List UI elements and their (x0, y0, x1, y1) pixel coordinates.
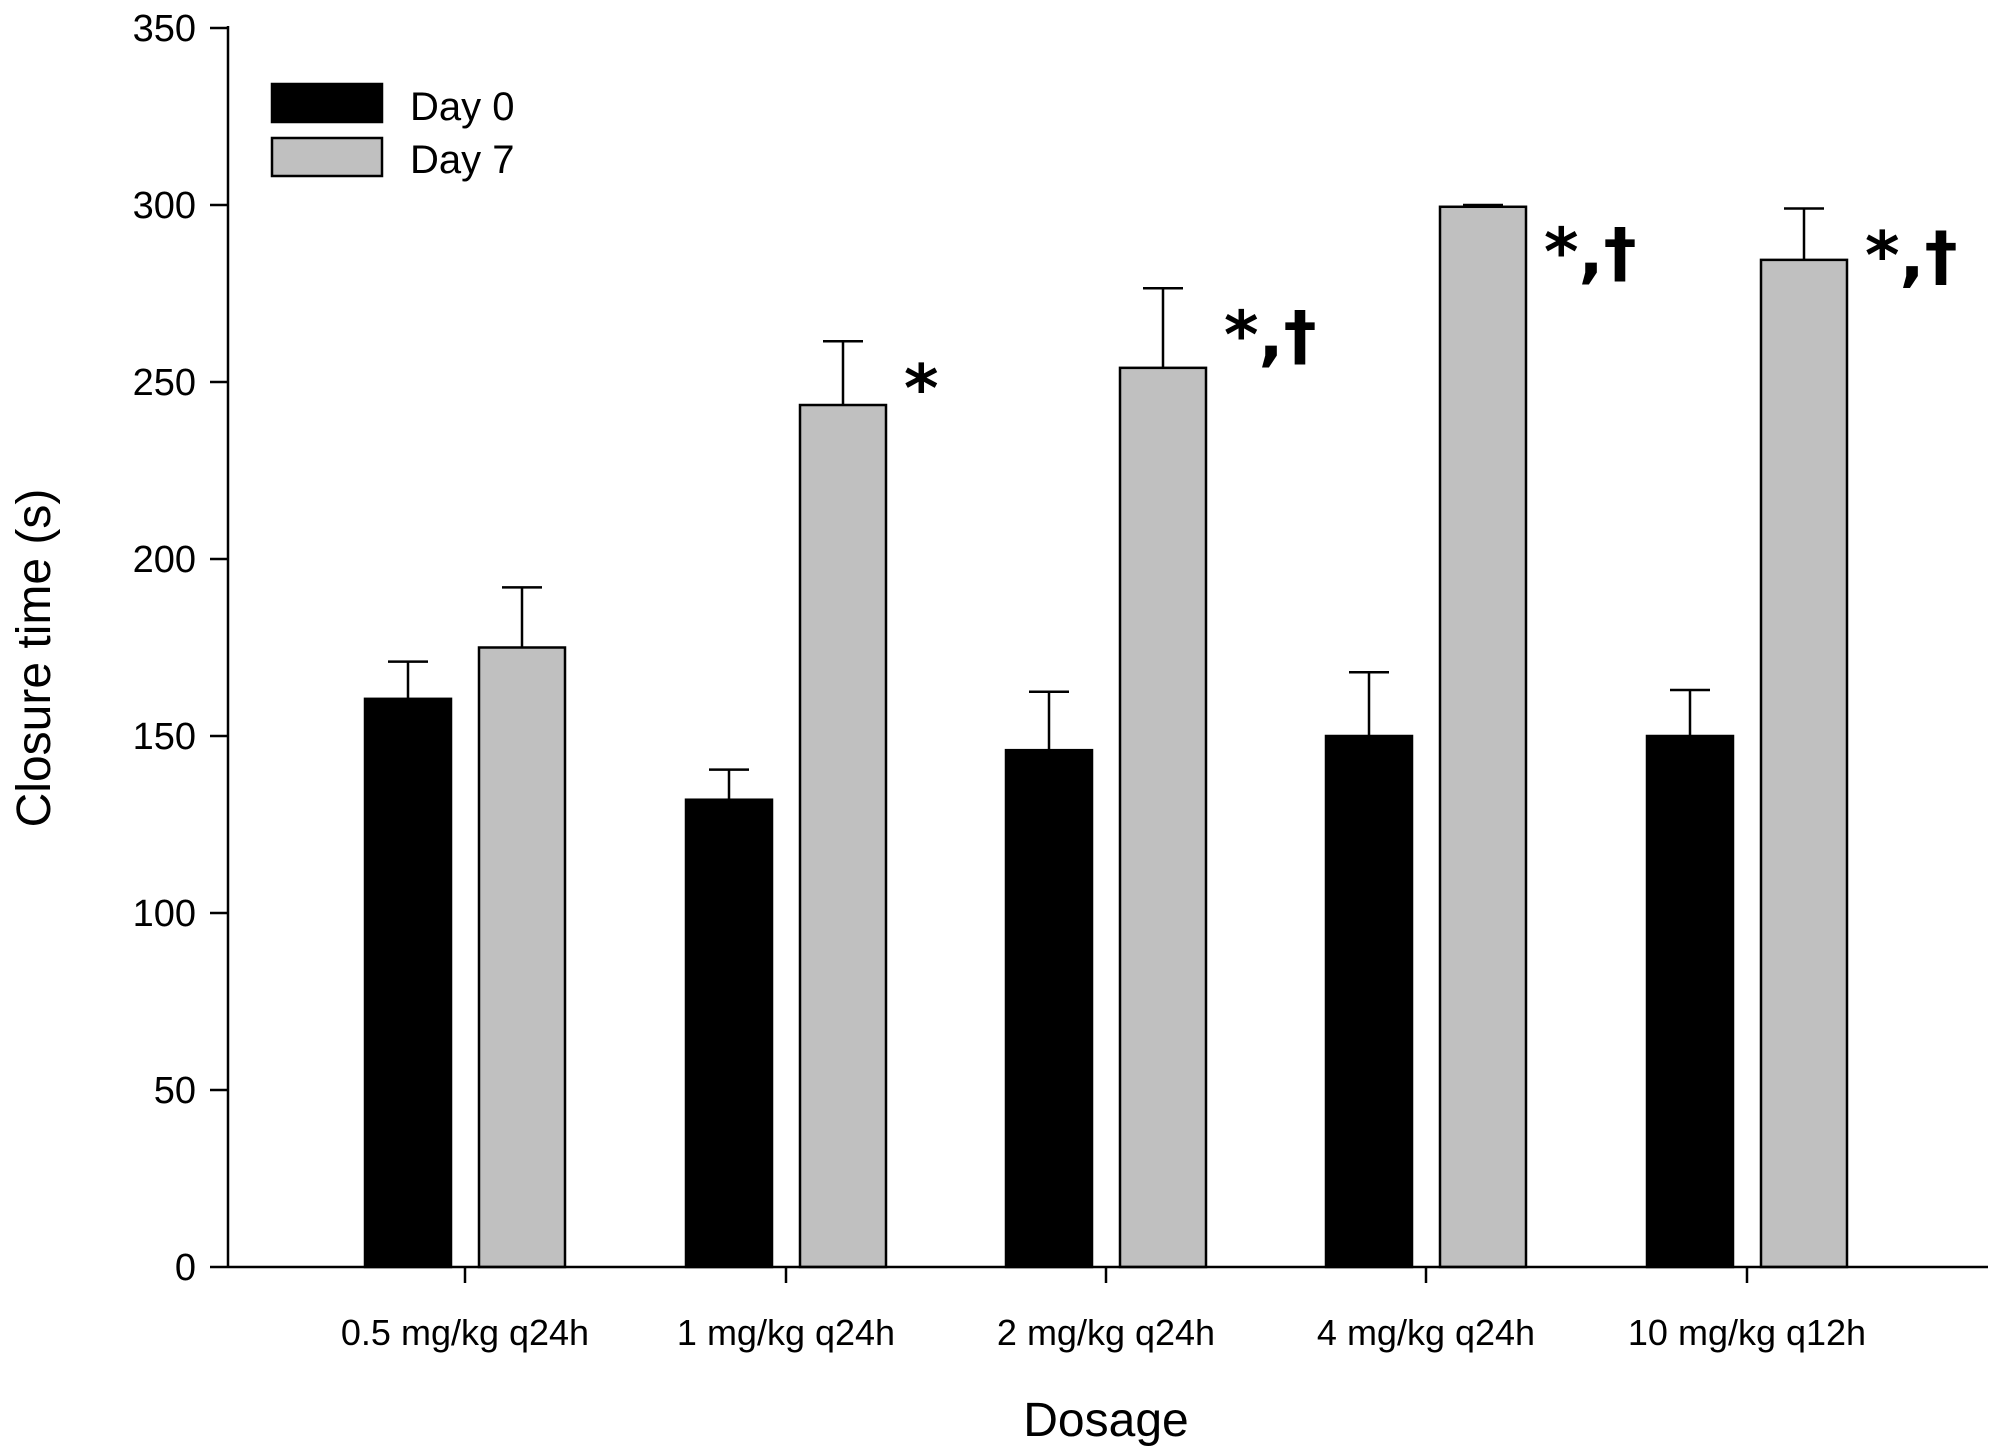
bar-day-0-1 (684, 798, 774, 1269)
y-tick-label-0: 0 (175, 1247, 196, 1289)
y-tick-label-2: 100 (133, 893, 196, 935)
x-axis-title: Dosage (1023, 1394, 1188, 1447)
axes-layer (226, 26, 1988, 1283)
bar-day-7-0 (477, 646, 567, 1269)
y-tick-label-4: 200 (133, 539, 196, 581)
x-category-labels-layer: 0.5 mg/kg q24h 1 mg/kg q24h 2 mg/kg q24h 4 … (341, 1312, 1866, 1353)
y-tick-label-3: 150 (133, 716, 196, 758)
legend: Day 0 Day 7 (270, 82, 515, 182)
bar-day-0-4 (1645, 734, 1735, 1269)
legend-label-day-0: Day 0 (410, 85, 515, 129)
x-category-label-0: 0.5 mg/kg q24h (341, 1312, 589, 1353)
bar-day-0-2 (1004, 748, 1094, 1269)
x-category-label-3: 4 mg/kg q24h (1317, 1312, 1535, 1353)
y-ticks-layer: 0 50 100 150 200 250 300 350 (133, 8, 228, 1289)
bar-day-7-2 (1118, 366, 1208, 1269)
bars-layer (363, 205, 1849, 1269)
significance-annotation-2: *,† (1224, 297, 1317, 374)
x-category-label-2: 2 mg/kg q24h (997, 1312, 1215, 1353)
significance-annotations-layer: * *,† *,† *,† (904, 214, 1958, 427)
bar-day-0-3 (1324, 734, 1414, 1269)
bar-day-7-3 (1438, 205, 1528, 1269)
legend-swatch-day-7 (270, 136, 384, 178)
x-category-label-1: 1 mg/kg q24h (677, 1312, 895, 1353)
significance-annotation-4: *,† (1865, 218, 1958, 295)
bar-day-0-0 (363, 697, 453, 1269)
significance-annotation-3: *,† (1544, 214, 1637, 291)
y-axis-title: Closure time (s) (8, 489, 61, 828)
bar-day-7-1 (798, 403, 888, 1269)
significance-annotation-1: * (904, 350, 939, 427)
bar-day-7-4 (1759, 258, 1849, 1269)
y-tick-label-1: 50 (154, 1070, 196, 1112)
legend-label-day-7: Day 7 (410, 138, 515, 182)
legend-swatch-day-0 (270, 82, 384, 124)
error-bars-layer (388, 203, 1824, 800)
y-tick-label-7: 350 (133, 8, 196, 50)
y-tick-label-5: 250 (133, 362, 196, 404)
x-category-label-4: 10 mg/kg q12h (1628, 1312, 1866, 1353)
y-tick-label-6: 300 (133, 185, 196, 227)
